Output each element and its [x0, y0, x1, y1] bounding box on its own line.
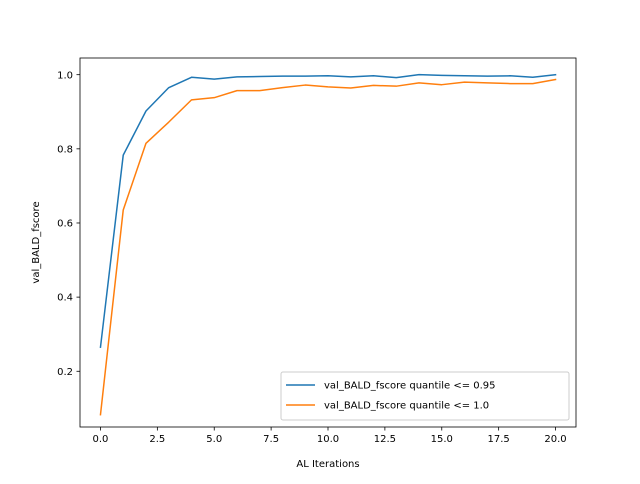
y-tick-label: 0.4	[57, 293, 73, 304]
series-line-2	[99, 78, 557, 416]
series-layer	[99, 73, 557, 416]
y-tick-label: 0.6	[57, 219, 73, 230]
y-tick-label: 0.8	[57, 144, 73, 155]
x-tick-label: 15.0	[431, 434, 453, 445]
y-tick-label: 1.0	[57, 70, 73, 81]
x-tick-label: 0.0	[93, 434, 109, 445]
x-tick-label: 7.5	[263, 434, 279, 445]
legend-label-2: val_BALD_fscore quantile <= 1.0	[324, 401, 489, 412]
x-tick-label: 20.0	[544, 434, 566, 445]
x-tick-label: 5.0	[206, 434, 222, 445]
x-tick-label: 2.5	[149, 434, 165, 445]
x-tick-label: 12.5	[374, 434, 396, 445]
x-axis-ticks: 0.0 2.5 5.0 7.5 10.0 12.5 15.0 17.5 20.0	[93, 427, 567, 445]
y-axis-ticks: 0.2 0.4 0.6 0.8 1.0	[57, 70, 80, 378]
plot-frame	[79, 57, 577, 428]
y-axis-label: val_BALD_fscore	[31, 201, 42, 283]
legend: val_BALD_fscore quantile <= 0.95 val_BALD…	[280, 371, 570, 421]
y-tick-label: 0.2	[57, 367, 73, 378]
legend-box	[280, 371, 570, 421]
x-axis-label: AL Iterations	[296, 459, 359, 470]
legend-label-1: val_BALD_fscore quantile <= 0.95	[324, 381, 496, 392]
x-tick-label: 10.0	[317, 434, 339, 445]
series-line-1	[99, 73, 557, 349]
x-tick-label: 17.5	[488, 434, 510, 445]
